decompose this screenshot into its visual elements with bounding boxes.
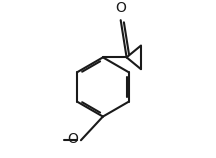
Text: O: O	[68, 132, 78, 146]
Text: O: O	[115, 1, 126, 15]
